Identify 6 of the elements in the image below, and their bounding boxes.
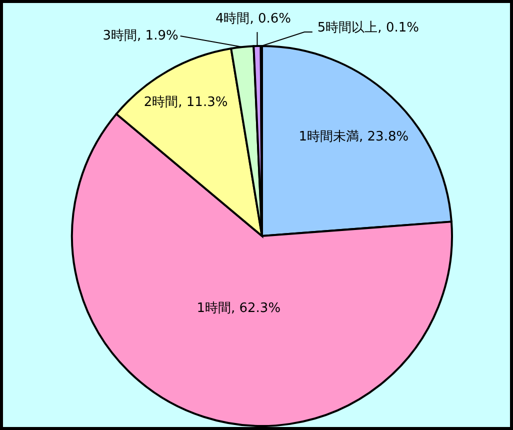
slice-label: 1時間, 62.3% <box>196 301 281 316</box>
slice-label: 3時間, 1.9% <box>102 28 178 44</box>
slice-label: 2時間, 11.3% <box>144 94 228 110</box>
slice-label: 1時間未満, 23.8% <box>298 130 409 145</box>
slice-label: 5時間以上, 0.1% <box>317 20 419 36</box>
slice-label: 4時間, 0.6% <box>215 11 292 26</box>
